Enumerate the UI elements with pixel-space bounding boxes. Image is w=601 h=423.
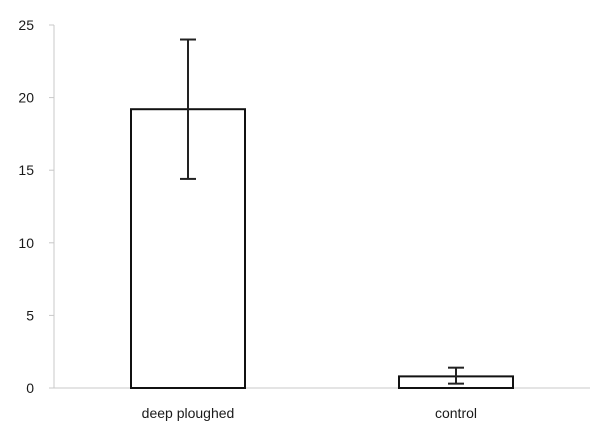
y-tick-label: 10 [18,235,34,251]
x-category-label: control [435,405,477,421]
x-category-label: deep ploughed [142,405,235,421]
y-tick-label: 5 [26,307,34,323]
error-bars [180,38,464,385]
y-tick-label: 20 [18,90,34,106]
y-tick-label: 15 [18,162,34,178]
x-axis-categories: deep ploughed control [142,405,477,421]
y-tick-label: 25 [18,17,34,33]
error-bar [448,366,464,385]
y-tick-label: 0 [26,380,34,396]
error-bar [180,38,196,180]
y-axis-ticks: 0 5 10 15 20 25 [18,17,54,396]
